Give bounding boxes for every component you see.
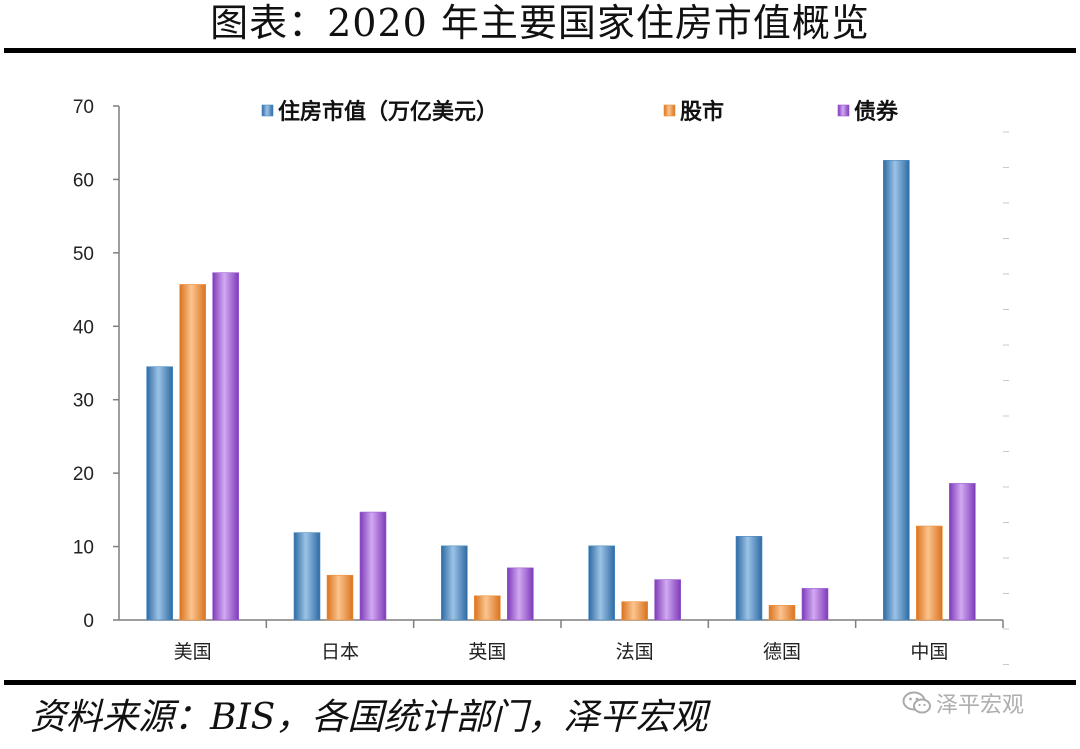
y-tick-label: 60 (73, 170, 94, 191)
bar-2-4 (801, 588, 829, 621)
title-divider (4, 48, 1076, 53)
bar-2-0 (212, 272, 239, 621)
bar-0-3 (588, 545, 615, 621)
watermark: 泽平宏观 (902, 688, 1024, 718)
x-tick-label: 德国 (763, 641, 801, 663)
source-note: 资料来源：BIS，各国统计部门，泽平宏观 (30, 697, 708, 738)
y-tick-label: 70 (73, 97, 94, 118)
legend-label-0: 住房市值（万亿美元） (278, 99, 498, 125)
bar-1-0 (179, 284, 206, 621)
bar-chart: 0 10 20 30 40 50 60 70 美国 日本 英国 法国 德国 中国 住房市值（万亿美元） 股市… (73, 97, 1009, 665)
legend: 住房市值（万亿美元） 股市 债券 (261, 99, 899, 125)
legend-swatch-2 (837, 104, 850, 117)
y-tick-label: 50 (73, 244, 94, 265)
tick-labels: 0 10 20 30 40 50 60 70 美国 日本 英国 法国 德国 中国 (73, 97, 948, 663)
bar-2-5 (949, 483, 976, 621)
y-tick-label: 30 (73, 391, 94, 412)
bar-0-5 (883, 160, 910, 621)
page-title: 图表：2020 年主要国家住房市值概览 (210, 1, 870, 45)
x-tick-label: 法国 (616, 641, 654, 663)
x-tick-label: 英国 (468, 641, 506, 663)
legend-swatch-1 (663, 104, 676, 117)
legend-swatch-0 (261, 104, 274, 117)
bar-0-2 (441, 545, 468, 621)
bar-0-0 (146, 366, 173, 621)
bar-1-1 (326, 574, 354, 621)
bar-1-3 (621, 601, 648, 621)
bar-2-2 (507, 567, 534, 621)
bars-group (146, 160, 976, 621)
x-tick-label: 美国 (174, 641, 212, 663)
source-divider (4, 680, 1076, 685)
bar-0-4 (735, 535, 763, 621)
x-tick-label: 日本 (321, 641, 359, 663)
bar-2-3 (654, 579, 681, 621)
y-tick-label: 0 (83, 611, 94, 632)
right-axis-marks (1003, 131, 1009, 665)
x-tick-label: 中国 (910, 641, 948, 663)
bar-2-1 (359, 511, 387, 621)
y-tick-label: 40 (73, 317, 94, 338)
wechat-icon (902, 691, 931, 714)
bar-0-1 (293, 532, 321, 621)
bar-1-4 (768, 605, 796, 621)
y-tick-label: 10 (73, 538, 94, 559)
y-tick-label: 20 (73, 464, 94, 485)
legend-label-1: 股市 (680, 99, 724, 125)
axes (113, 105, 1004, 628)
bar-1-5 (916, 525, 943, 621)
legend-label-2: 债券 (854, 99, 899, 125)
watermark-text: 泽平宏观 (936, 693, 1025, 718)
bar-1-2 (474, 595, 501, 621)
